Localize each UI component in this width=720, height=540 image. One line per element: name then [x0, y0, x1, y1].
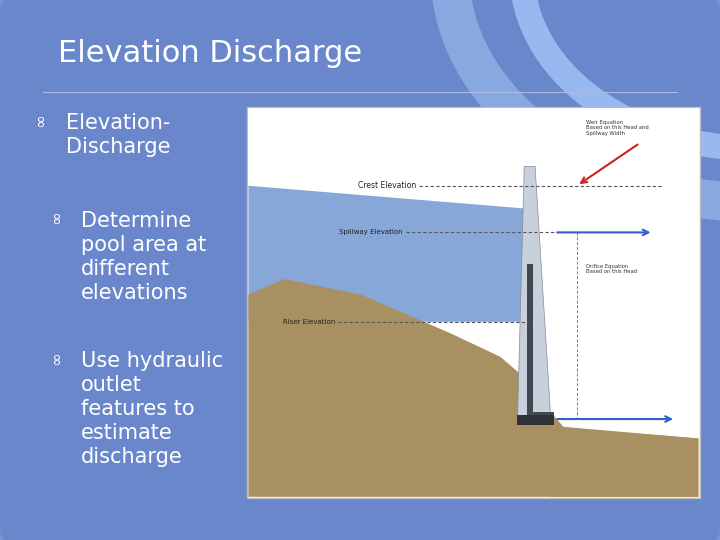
FancyBboxPatch shape	[247, 107, 700, 498]
Text: Crest Elevation: Crest Elevation	[358, 181, 416, 190]
Text: Orifice Equation
Based on this Head: Orifice Equation Based on this Head	[586, 264, 637, 274]
Text: ∞: ∞	[48, 211, 65, 225]
Text: Spillway Elevation: Spillway Elevation	[338, 230, 402, 235]
Bar	[527, 412, 554, 422]
Bar	[527, 264, 533, 419]
Polygon shape	[518, 166, 551, 419]
Text: Use hydraulic
outlet
features to
estimate
discharge: Use hydraulic outlet features to estimat…	[81, 351, 223, 467]
Bar	[248, 108, 698, 322]
Text: ∞: ∞	[30, 113, 49, 127]
Text: Weir Equation
Based on this Head and
Spillway Width: Weir Equation Based on this Head and Spi…	[586, 120, 649, 136]
Text: Elevation Discharge: Elevation Discharge	[58, 39, 361, 69]
Polygon shape	[248, 279, 698, 497]
Polygon shape	[550, 427, 698, 497]
Text: Riser Elevation: Riser Elevation	[282, 319, 335, 325]
Polygon shape	[248, 186, 532, 322]
Bar	[517, 415, 554, 425]
Text: ∞: ∞	[48, 351, 65, 365]
Text: Determine
pool area at
different
elevations: Determine pool area at different elevati…	[81, 211, 206, 302]
Text: Elevation-
Discharge: Elevation- Discharge	[66, 113, 171, 157]
